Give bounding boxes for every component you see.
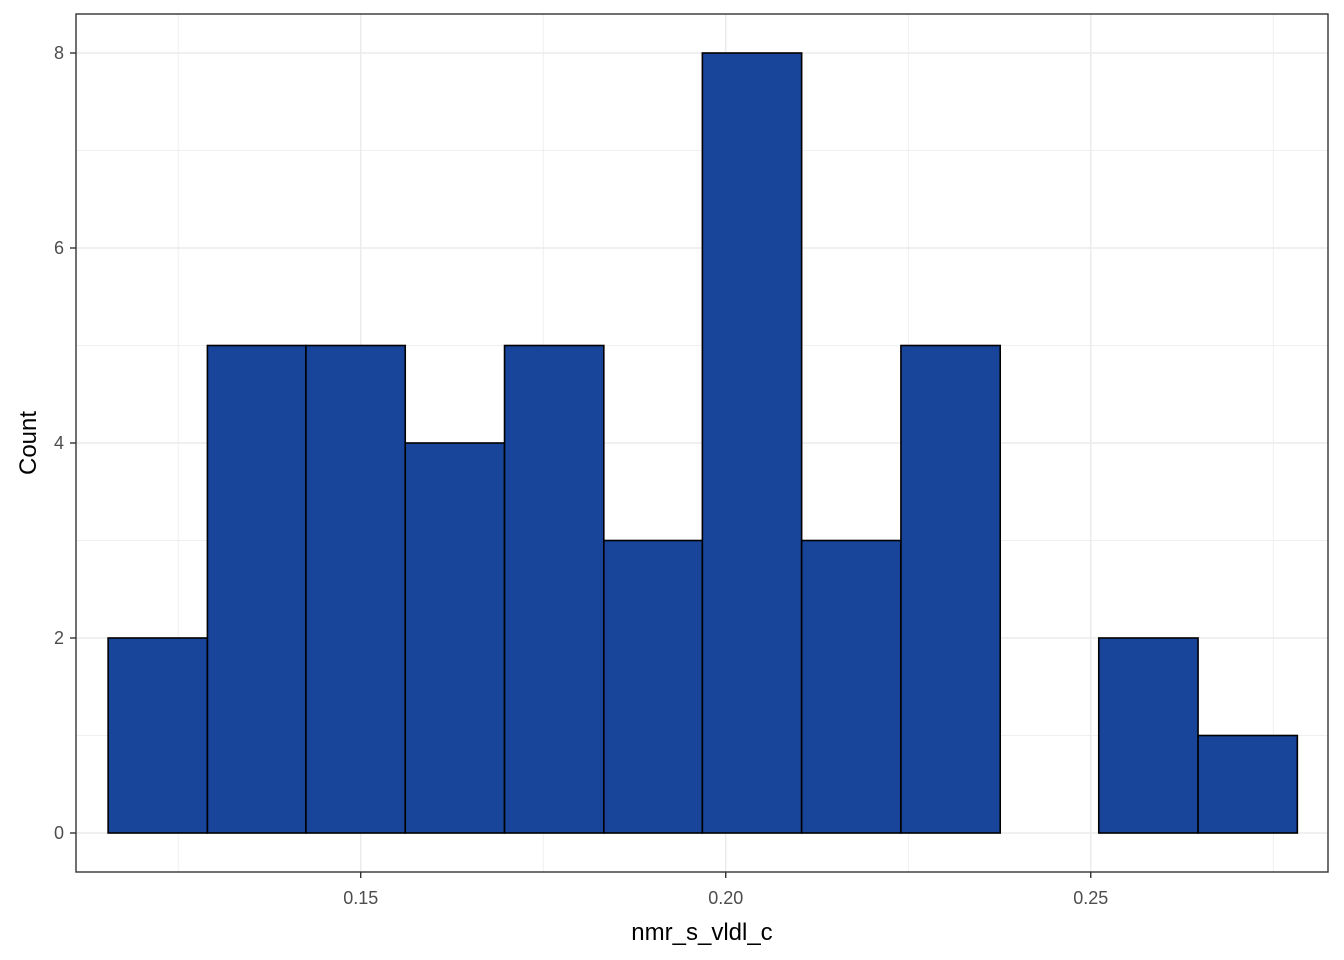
histogram-bar — [404, 442, 506, 834]
x-tick-label: 0.20 — [708, 888, 743, 908]
histogram-bar — [701, 52, 803, 834]
x-tick-label: 0.25 — [1073, 888, 1108, 908]
y-tick-label: 4 — [54, 433, 64, 453]
histogram-bar — [206, 344, 307, 834]
histogram-bar — [305, 344, 407, 834]
y-axis-title: Count — [15, 411, 42, 475]
y-axis-ticks: 0 2 4 6 8 — [54, 43, 76, 843]
histogram-bar — [603, 539, 704, 834]
x-tick-label: 0.15 — [343, 888, 378, 908]
y-tick-label: 0 — [54, 823, 64, 843]
y-tick-label: 6 — [54, 238, 64, 258]
x-axis-ticks: 0.15 0.20 0.25 — [343, 872, 1108, 908]
histogram-bar — [1097, 637, 1199, 834]
histogram-bar — [800, 539, 902, 834]
bars — [107, 52, 1299, 834]
histogram-bar — [900, 344, 1002, 834]
y-tick-label: 2 — [54, 628, 64, 648]
histogram-bar — [503, 344, 605, 834]
x-axis-title: nmr_s_vldl_c — [631, 919, 772, 946]
y-tick-label: 8 — [54, 43, 64, 63]
histogram-bar — [1197, 734, 1299, 834]
histogram-bar — [107, 637, 209, 834]
